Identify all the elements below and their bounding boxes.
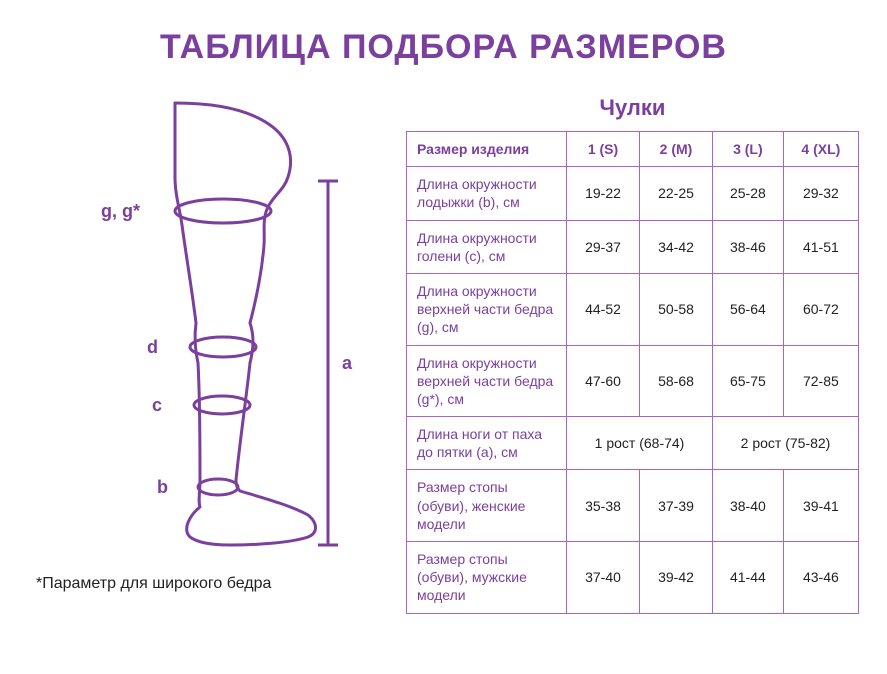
table-cell: 43-46	[783, 542, 858, 614]
label-b: b	[157, 477, 168, 497]
table-cell: 41-51	[783, 220, 858, 273]
header-col: 3 (L)	[713, 132, 784, 167]
table-cell: 44-52	[567, 273, 640, 345]
table-row: Размер стопы (обуви), мужские модели37-4…	[407, 542, 859, 614]
table-column: Чулки Размер изделия 1 (S) 2 (M) 3 (L) 4…	[400, 95, 859, 614]
label-gg: g, g*	[101, 201, 140, 221]
table-cell: 39-41	[783, 470, 858, 542]
table-cell: 60-72	[783, 273, 858, 345]
table-cell: 72-85	[783, 345, 858, 417]
table-cell: 41-44	[713, 542, 784, 614]
table-row: Длина окружности лодыжки (b), см19-2222-…	[407, 167, 859, 220]
footnote: *Параметр для широкого бедра	[36, 575, 400, 593]
table-row: Длина окружности голени (c), см29-3734-4…	[407, 220, 859, 273]
table-cell: 39-42	[640, 542, 713, 614]
label-a: a	[342, 353, 353, 373]
table-cell: 65-75	[713, 345, 784, 417]
table-cell: 35-38	[567, 470, 640, 542]
table-row: Длина ноги от паха до пятки (a), см1 рос…	[407, 417, 859, 470]
row-label: Длина окружности голени (c), см	[407, 220, 567, 273]
row-label: Размер стопы (обуви), мужские модели	[407, 542, 567, 614]
table-cell: 56-64	[713, 273, 784, 345]
header-col: 1 (S)	[567, 132, 640, 167]
table-header-row: Размер изделия 1 (S) 2 (M) 3 (L) 4 (XL)	[407, 132, 859, 167]
label-c: c	[152, 395, 162, 415]
diagram-column: g, g* d c b a *Параметр для широкого бед…	[40, 95, 400, 614]
table-cell: 38-40	[713, 470, 784, 542]
header-col: 2 (M)	[640, 132, 713, 167]
table-cell: 47-60	[567, 345, 640, 417]
table-cell: 37-39	[640, 470, 713, 542]
table-cell: 22-25	[640, 167, 713, 220]
table-row: Длина окружности верхней части бедра (g*…	[407, 345, 859, 417]
table-cell: 1 рост (68-74)	[567, 417, 713, 470]
table-cell: 29-32	[783, 167, 858, 220]
table-cell: 34-42	[640, 220, 713, 273]
label-d: d	[147, 337, 158, 357]
table-row: Длина окружности верхней части бедра (g)…	[407, 273, 859, 345]
row-label: Длина окружности верхней части бедра (g*…	[407, 345, 567, 417]
table-cell: 38-46	[713, 220, 784, 273]
row-label: Длина окружности верхней части бедра (g)…	[407, 273, 567, 345]
size-table: Размер изделия 1 (S) 2 (M) 3 (L) 4 (XL) …	[406, 131, 859, 614]
table-cell: 19-22	[567, 167, 640, 220]
page-title: ТАБЛИЦА ПОДБОРА РАЗМЕРОВ	[0, 28, 887, 67]
leg-diagram: g, g* d c b a	[40, 95, 400, 555]
row-label: Длина окружности лодыжки (b), см	[407, 167, 567, 220]
table-caption: Чулки	[406, 95, 859, 121]
row-label: Длина ноги от паха до пятки (a), см	[407, 417, 567, 470]
table-cell: 37-40	[567, 542, 640, 614]
table-cell: 25-28	[713, 167, 784, 220]
content-row: g, g* d c b a *Параметр для широкого бед…	[0, 95, 887, 614]
header-col: 4 (XL)	[783, 132, 858, 167]
table-cell: 50-58	[640, 273, 713, 345]
header-rowlabel: Размер изделия	[407, 132, 567, 167]
table-cell: 2 рост (75-82)	[713, 417, 859, 470]
table-cell: 29-37	[567, 220, 640, 273]
row-label: Размер стопы (обуви), женские модели	[407, 470, 567, 542]
table-row: Размер стопы (обуви), женские модели35-3…	[407, 470, 859, 542]
table-cell: 58-68	[640, 345, 713, 417]
